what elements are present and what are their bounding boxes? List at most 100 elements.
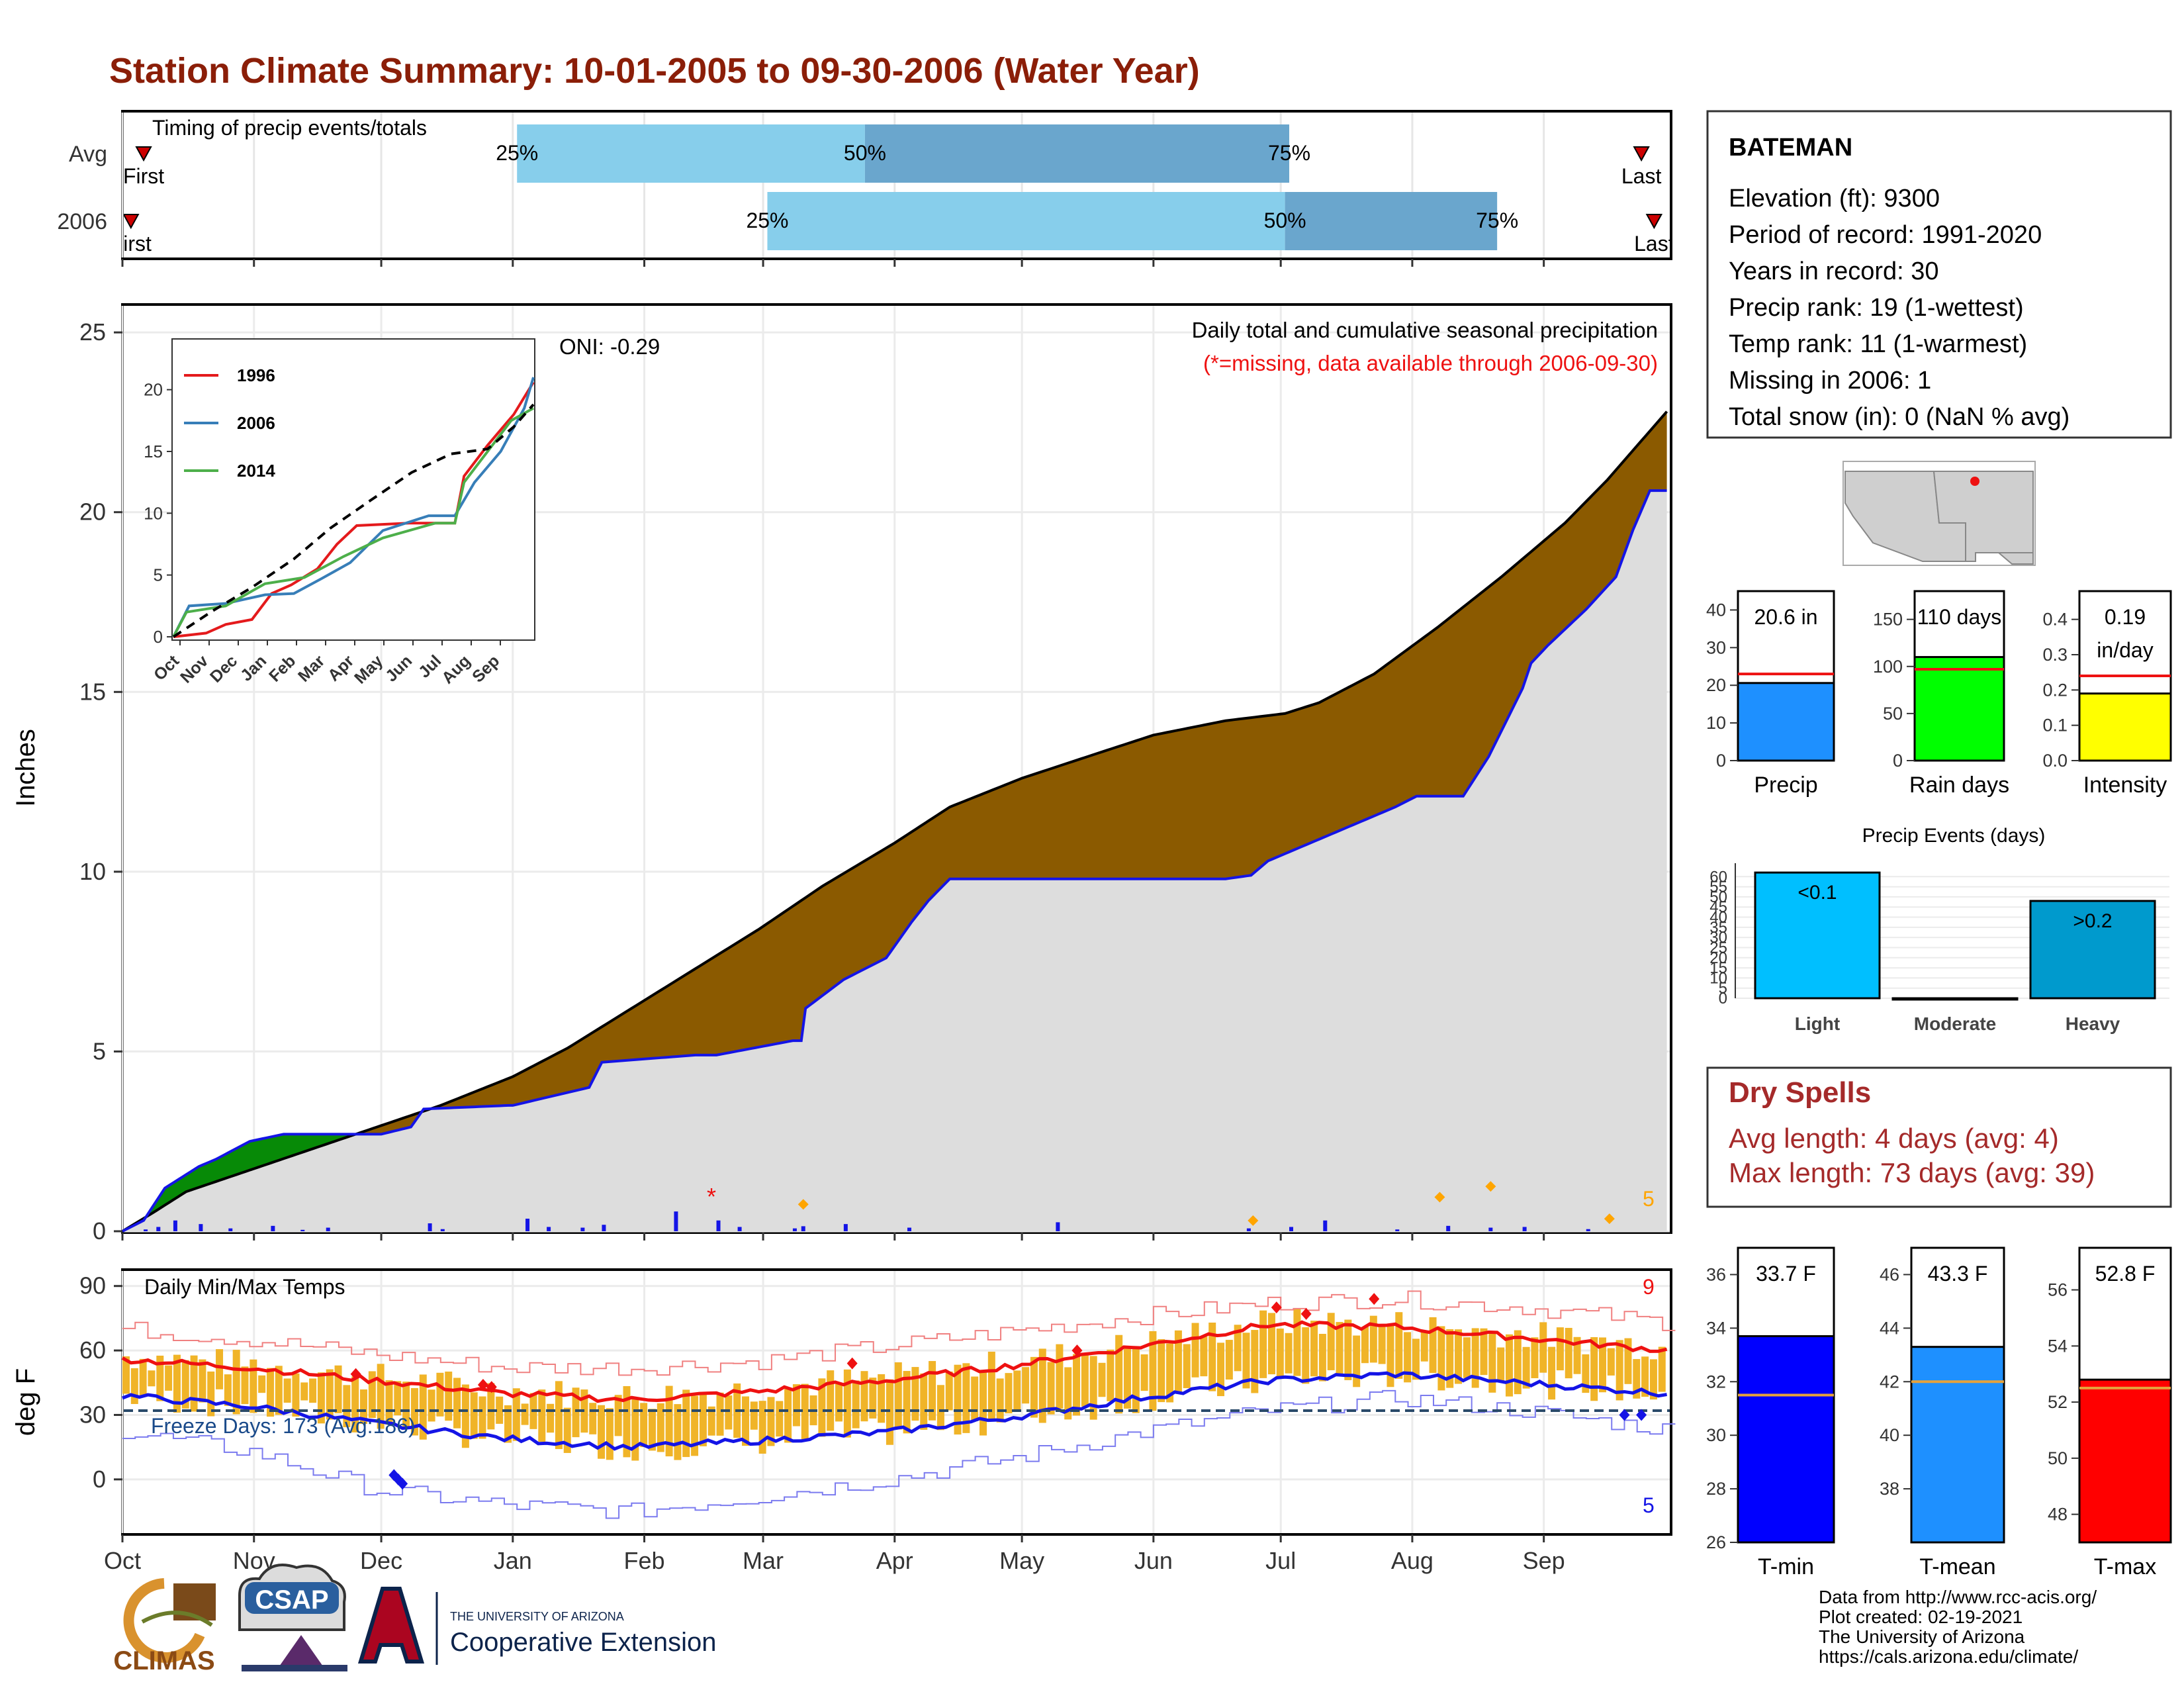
tmin-chart: 26 28 30 32 34 36 33.7 F T-min [1706, 1246, 1835, 1579]
daily-temp-bar [572, 1387, 580, 1438]
ua-small-text: THE UNIVERSITY OF ARIZONA [450, 1610, 624, 1623]
daily-temp-bar [648, 1409, 656, 1451]
month-tick-label: Sep [1523, 1547, 1565, 1574]
inset-legend-label: 1996 [237, 365, 275, 385]
credit-line-university: The University of Arizona [1819, 1626, 2025, 1647]
daily-temp-bar [461, 1384, 469, 1448]
temp-bottom-count: 5 [1643, 1493, 1655, 1517]
daily-temp-bar [207, 1371, 215, 1417]
tmax-category-label: T-max [2094, 1554, 2156, 1579]
daily-precip-bar [300, 1229, 305, 1231]
daily-temp-bar [1276, 1328, 1284, 1378]
daily-temp-bar [216, 1349, 224, 1389]
daily-precip-bar [547, 1227, 551, 1231]
heavy-precip-marker [1485, 1181, 1496, 1192]
daily-temp-bar [199, 1359, 206, 1403]
daily-temp-bar [1081, 1355, 1089, 1407]
daily-precip-bar [580, 1227, 585, 1231]
climas-logo-text: CLIMAS [113, 1646, 214, 1675]
intensity-y-tick: 0.3 [2042, 645, 2068, 665]
precip-y-axis-label: Inches [11, 729, 40, 807]
daily-temp-bar [589, 1403, 597, 1434]
intensity-value-label: 0.19 [2105, 605, 2146, 629]
tmin-category-label: T-min [1758, 1554, 1814, 1579]
daily-temp-bar [1005, 1373, 1013, 1414]
daily-temp-bar [309, 1378, 317, 1403]
precip-deficit-area [122, 411, 1667, 1232]
daily-temp-bar [657, 1403, 664, 1452]
daily-temp-bar [1429, 1317, 1437, 1374]
daily-temp-bar [487, 1383, 495, 1430]
daily-temp-bar [1140, 1354, 1148, 1391]
station-snow: Total snow (in): 0 (NaN % avg) [1729, 403, 2070, 431]
daily-temp-bar [1582, 1354, 1590, 1393]
temperature-panel: 0 30 60 90 deg F Daily Min/Max Temps Freeze… [11, 1268, 1676, 1536]
inset-legend-label: 2014 [237, 461, 275, 481]
daily-temp-bar [767, 1397, 775, 1446]
daily-temp-bar [377, 1364, 385, 1429]
events-y-tick: 55 [1709, 878, 1727, 896]
daily-temp-bar [699, 1393, 707, 1446]
tmean-value-label: 43.3 F [1928, 1262, 1988, 1286]
csap-logo: CSAP [238, 1564, 347, 1671]
tmean-chart: 38 40 42 44 46 43.3 F T-mean [1880, 1246, 2005, 1579]
daily-precip-bar [1446, 1225, 1451, 1231]
tmax-chart: 48 50 52 54 56 52.8 F T-max [2048, 1246, 2172, 1579]
timing-p25-label: 25% [496, 141, 538, 165]
record-low-marker [397, 1477, 408, 1490]
events-y-tick: 30 [1709, 929, 1727, 947]
daily-temp-bar [190, 1355, 198, 1412]
daily-temp-bar [1107, 1349, 1115, 1401]
events-bar-label: >0.2 [2073, 910, 2112, 932]
events-y-tick: 35 [1709, 919, 1727, 937]
timing-bar-early [767, 192, 1285, 250]
daily-temp-bar [1302, 1327, 1310, 1384]
precip-y-tick: 20 [79, 498, 106, 526]
daily-precip-bar [737, 1227, 742, 1231]
temp-panel-label: Daily Min/Max Temps [144, 1275, 345, 1299]
daily-temp-bar [725, 1395, 733, 1430]
dry-spells-avg: Avg length: 4 days (avg: 4) [1729, 1123, 2059, 1154]
daily-temp-bar [385, 1380, 393, 1425]
daily-temp-bar [1446, 1329, 1454, 1388]
daily-temp-bar [1038, 1348, 1046, 1423]
inset-series-line-2014 [172, 406, 534, 637]
daily-temp-bar [707, 1406, 715, 1436]
heavy-precip-marker [1248, 1215, 1259, 1226]
precip-surplus-area [122, 411, 1667, 1232]
month-axis: Oct Nov Dec Jan Feb Mar Apr May Jun Jul Aug Sep [104, 259, 1565, 1574]
events-y-tick: 15 [1709, 959, 1727, 977]
tmax-y-tick: 56 [2048, 1280, 2068, 1300]
daily-temp-bar [962, 1363, 970, 1433]
precip_total-y-tick: 30 [1706, 637, 1726, 657]
precip-y-tick: 25 [79, 318, 106, 346]
station-precip-rank: Precip rank: 19 (1-wettest) [1729, 294, 2024, 322]
daily-temp-bar [1336, 1322, 1343, 1377]
daily-temp-bar [351, 1376, 359, 1432]
daily-temp-bar [911, 1367, 919, 1421]
events-y-tick: 40 [1709, 909, 1727, 927]
record-low-marker [1619, 1409, 1630, 1421]
events-y-tick: 20 [1709, 949, 1727, 967]
daily-temp-bar [1293, 1308, 1301, 1376]
timing-p50-label: 50% [1264, 209, 1306, 232]
daily-temp-bar [173, 1354, 181, 1413]
daily-temp-bar [1624, 1338, 1632, 1384]
month-tick-label: Jun [1134, 1547, 1173, 1574]
daily-temp-bar [1191, 1323, 1199, 1378]
temp-y-tick: 90 [79, 1272, 106, 1299]
daily-temp-bar [1514, 1330, 1522, 1395]
freeze-days-label: Freeze Days: 173 (Avg:186) [151, 1414, 416, 1438]
timing-bar-late [1285, 192, 1498, 250]
events-y-tick: 60 [1709, 868, 1727, 886]
daily-temp-bar [232, 1350, 240, 1415]
daily-temp-bar [1123, 1348, 1131, 1409]
dry-spells-max: Max length: 73 days (avg: 39) [1729, 1157, 2095, 1188]
inset-y-tick: 10 [144, 503, 163, 523]
precip-right-count: 5 [1643, 1187, 1655, 1211]
timing-panel-label: Timing of precip events/totals [152, 116, 427, 140]
inset-series-line-1996 [173, 381, 535, 638]
tmin-y-tick: 30 [1706, 1425, 1726, 1445]
events-category-label: Light [1795, 1013, 1840, 1034]
month-tick-label: Oct [104, 1547, 141, 1574]
